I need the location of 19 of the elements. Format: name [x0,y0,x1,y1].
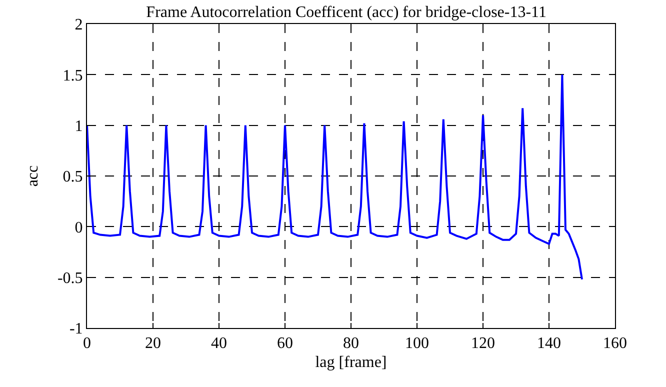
y-tick-label: -0.5 [57,270,83,287]
x-axis-title: lag [frame] [315,354,387,371]
y-tick-label: 1 [74,118,83,135]
y-axis-title: acc [24,165,42,187]
y-tick-label: 0.5 [62,168,83,186]
y-tick-label: -1 [69,320,83,338]
x-tick-label: 20 [145,335,161,352]
x-tick-label: 100 [405,335,429,352]
x-tick-label: 80 [343,335,359,352]
x-tick-label: 40 [211,335,227,352]
line-series [87,74,583,280]
x-tick-label: 60 [277,335,293,352]
y-tick-label: 2 [74,16,83,34]
x-tick-label: 160 [603,335,627,352]
chart-title: Frame Autocorrelation Coefficent (acc) for bridge-close-13-11 [146,4,546,22]
x-tick-label: 120 [471,335,495,352]
y-tick-label: 1.5 [62,67,83,84]
x-tick-label: 140 [537,335,561,352]
y-tick-label: 0 [74,219,83,236]
